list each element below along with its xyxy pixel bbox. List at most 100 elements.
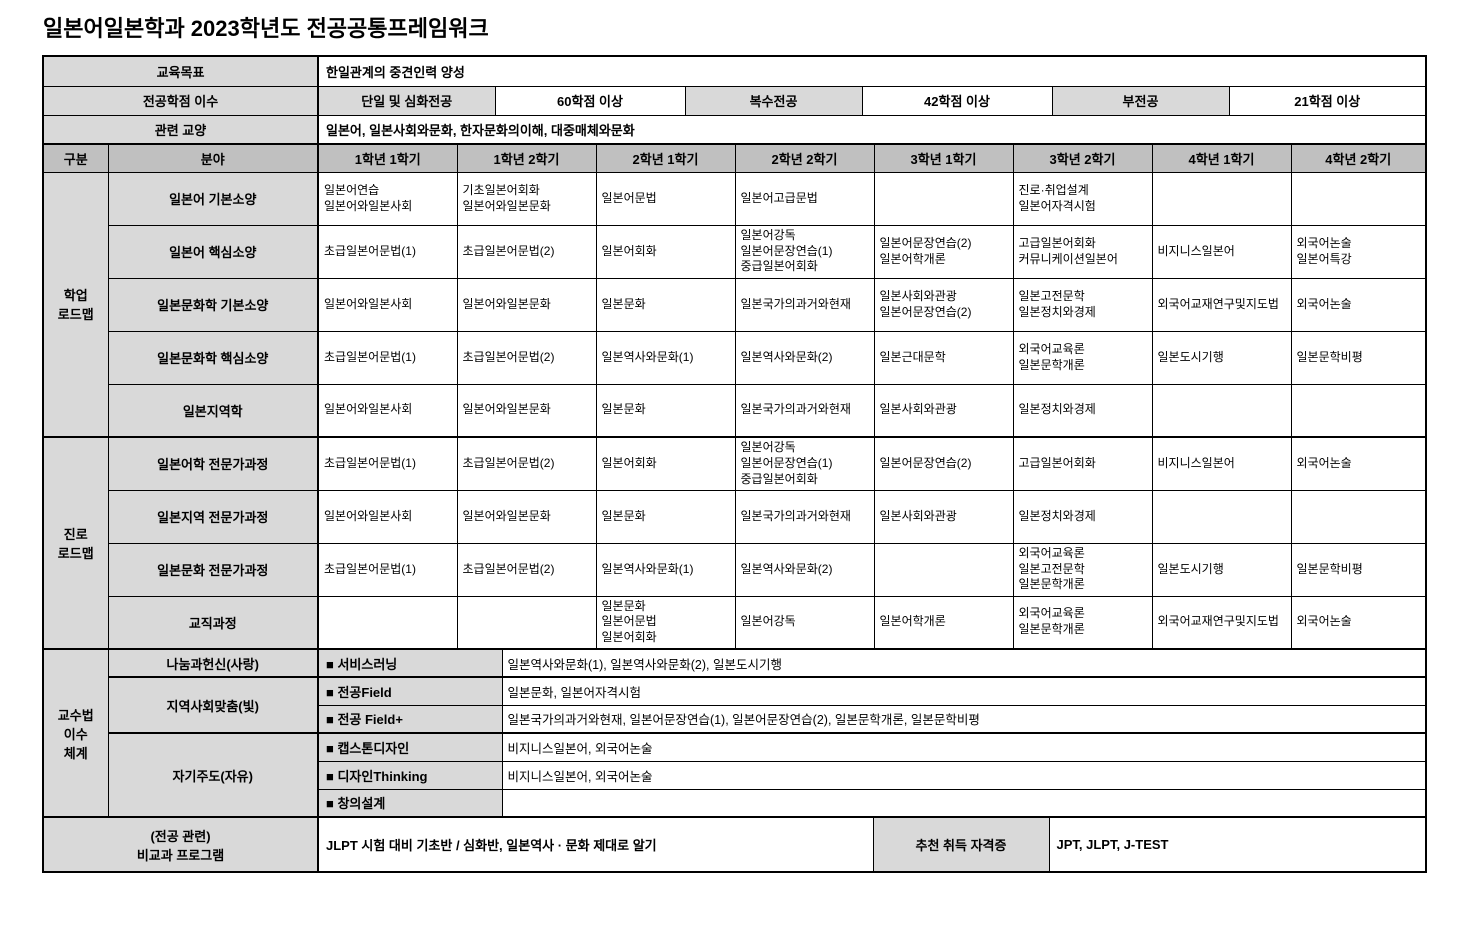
curriculum-body: 구분 분야 1학년 1학기 1학년 2학기 2학년 1학기 2학년 2학기 3학… <box>42 143 1427 650</box>
credits-label-cell: 전공학점 이수 <box>42 85 319 116</box>
pedagogy-program-cell: ■ 디자인Thinking <box>317 760 503 790</box>
extracurricular-label-cell: (전공 관련) 비교과 프로그램 <box>42 816 319 873</box>
course-cell: 일본어와일본사회 <box>317 383 458 438</box>
course-cell: 일본국가의과거와현재 <box>734 383 875 438</box>
pedagogy-program-cell: ■ 캡스톤디자인 <box>317 732 503 762</box>
course-cell: 일본도시기행 <box>1151 542 1292 597</box>
course-cell: 외국어교재연구및지도법 <box>1151 277 1292 332</box>
pedagogy-program-cell: ■ 전공 Field+ <box>317 704 503 734</box>
course-cell: 일본어와일본문화 <box>456 277 597 332</box>
course-cell: 초급일본어문법(2) <box>456 542 597 597</box>
course-cell: 외국어교육론 일본문학개론 <box>1012 595 1153 650</box>
pedagogy-table: 교수법 이수 체계 나눔과헌신(사랑) ■ 서비스러닝 일본역사와문화(1), 일본역… <box>42 648 1427 818</box>
course-cell: 외국어교육론 일본문학개론 <box>1012 330 1153 385</box>
course-cell: 일본역사와문화(1) <box>595 542 736 597</box>
pedagogy-system-label-cell: 교수법 이수 체계 <box>42 648 109 818</box>
course-cell: 고급일본어회화 커뮤니케이션일본어 <box>1012 224 1153 279</box>
course-cell: 일본어문장연습(2) 일본어학개론 <box>873 224 1014 279</box>
section-label-cell: 학업 로드맵 <box>42 171 109 438</box>
course-cell: 일본어고급문법 <box>734 171 875 226</box>
course-cell: 일본어강독 <box>734 595 875 650</box>
course-cell: 비지니스일본어 <box>1151 436 1292 491</box>
credit-value-cell: 42학점 이상 <box>861 85 1053 116</box>
semester-header-cell: 2학년 2학기 <box>734 143 875 173</box>
pedagogy-program-cell: ■ 서비스러닝 <box>317 648 503 678</box>
course-cell: 일본어와일본사회 <box>317 489 458 544</box>
section-label-cell: 진로 로드맵 <box>42 436 109 650</box>
course-cell: 일본어와일본사회 <box>317 277 458 332</box>
course-cell: 진로·취업설계 일본어자격시험 <box>1012 171 1153 226</box>
page-title: 일본어일본학과 2023학년도 전공공통프레임워크 <box>43 16 489 41</box>
course-cell: 일본어문법 <box>595 171 736 226</box>
extracurricular-table: (전공 관련) 비교과 프로그램 JLPT 시험 대비 기초반 / 심화반, 일… <box>42 816 1427 873</box>
course-cell: 일본문화 <box>595 383 736 438</box>
pedagogy-courses-cell: 일본역사와문화(1), 일본역사와문화(2), 일본도시기행 <box>501 648 1427 678</box>
course-cell <box>1151 171 1292 226</box>
pedagogy-courses-cell <box>501 788 1427 818</box>
field-label-cell: 일본어 기본소양 <box>107 171 319 226</box>
liberal-value-cell: 일본어, 일본사회와문화, 한자문화의이해, 대중매체와문화 <box>317 114 1427 145</box>
course-cell: 일본어학개론 <box>873 595 1014 650</box>
course-cell: 일본어문장연습(2) <box>873 436 1014 491</box>
field-label-cell: 일본지역학 <box>107 383 319 438</box>
course-cell <box>456 595 597 650</box>
course-cell: 초급일본어문법(2) <box>456 224 597 279</box>
course-cell: 일본국가의과거와현재 <box>734 277 875 332</box>
field-label-cell: 일본문화학 핵심소양 <box>107 330 319 385</box>
pedagogy-group-cell: 나눔과헌신(사랑) <box>107 648 319 678</box>
course-cell: 외국어논술 <box>1290 277 1427 332</box>
course-cell: 일본어강독 일본어문장연습(1) 중급일본어회화 <box>734 224 875 279</box>
pedagogy-group-cell: 지역사회맞춤(빛) <box>107 676 319 734</box>
pedagogy-body: 교수법 이수 체계 나눔과헌신(사랑) ■ 서비스러닝 일본역사와문화(1), 일본역… <box>42 648 1427 818</box>
course-cell: 초급일본어문법(2) <box>456 330 597 385</box>
credit-type-cell: 단일 및 심화전공 <box>317 85 496 116</box>
course-cell: 일본문화 <box>595 489 736 544</box>
course-cell <box>1151 489 1292 544</box>
semester-header-cell: 1학년 2학기 <box>456 143 597 173</box>
course-cell <box>1151 383 1292 438</box>
course-cell <box>873 542 1014 597</box>
course-cell: 외국어논술 일본어특강 <box>1290 224 1427 279</box>
course-cell: 일본문학비평 <box>1290 330 1427 385</box>
field-header-cell: 분야 <box>107 143 319 173</box>
cert-value-cell: JPT, JLPT, J-TEST <box>1048 816 1427 873</box>
course-cell: 고급일본어회화 <box>1012 436 1153 491</box>
course-cell: 초급일본어문법(1) <box>317 224 458 279</box>
course-cell: 일본도시기행 <box>1151 330 1292 385</box>
course-cell <box>1290 489 1427 544</box>
course-cell: 일본어회화 <box>595 436 736 491</box>
course-cell: 일본어연습 일본어와일본사회 <box>317 171 458 226</box>
pedagogy-program-cell: ■ 전공Field <box>317 676 503 706</box>
top-info-table: 교육목표 한일관계의 중견인력 양성 전공학점 이수 단일 및 심화전공 60학… <box>42 55 1427 145</box>
field-label-cell: 일본문화 전문가과정 <box>107 542 319 597</box>
course-cell: 외국어논술 <box>1290 595 1427 650</box>
semester-header-cell: 2학년 1학기 <box>595 143 736 173</box>
goal-value-cell: 한일관계의 중견인력 양성 <box>317 55 1427 87</box>
course-cell: 일본정치와경제 <box>1012 489 1153 544</box>
pedagogy-group-cell: 자기주도(자유) <box>107 732 319 818</box>
semester-header-cell: 3학년 2학기 <box>1012 143 1153 173</box>
course-cell: 일본사회와관광 <box>873 383 1014 438</box>
credit-value-cell: 60학점 이상 <box>494 85 686 116</box>
credit-type-cell: 복수전공 <box>684 85 863 116</box>
course-cell: 초급일본어문법(1) <box>317 542 458 597</box>
course-cell <box>873 171 1014 226</box>
course-cell <box>317 595 458 650</box>
extracurricular-value-cell: JLPT 시험 대비 기초반 / 심화반, 일본역사 · 문화 제대로 알기 <box>317 816 874 873</box>
course-cell: 일본역사와문화(2) <box>734 542 875 597</box>
course-cell: 일본문학비평 <box>1290 542 1427 597</box>
semester-header-cell: 1학년 1학기 <box>317 143 458 173</box>
category-header-cell: 구분 <box>42 143 109 173</box>
field-label-cell: 일본어 핵심소양 <box>107 224 319 279</box>
course-cell: 일본어와일본문화 <box>456 383 597 438</box>
semester-header-cell: 4학년 2학기 <box>1290 143 1427 173</box>
pedagogy-courses-cell: 비지니스일본어, 외국어논술 <box>501 760 1427 790</box>
credit-type-cell: 부전공 <box>1051 85 1230 116</box>
field-label-cell: 일본문화학 기본소양 <box>107 277 319 332</box>
curriculum-table: 구분 분야 1학년 1학기 1학년 2학기 2학년 1학기 2학년 2학기 3학… <box>42 143 1427 650</box>
credit-value-cell: 21학점 이상 <box>1228 85 1427 116</box>
course-cell: 일본문화 일본어문법 일본어회화 <box>595 595 736 650</box>
course-cell: 일본사회와관광 <box>873 489 1014 544</box>
course-cell: 일본역사와문화(2) <box>734 330 875 385</box>
course-cell: 초급일본어문법(1) <box>317 436 458 491</box>
